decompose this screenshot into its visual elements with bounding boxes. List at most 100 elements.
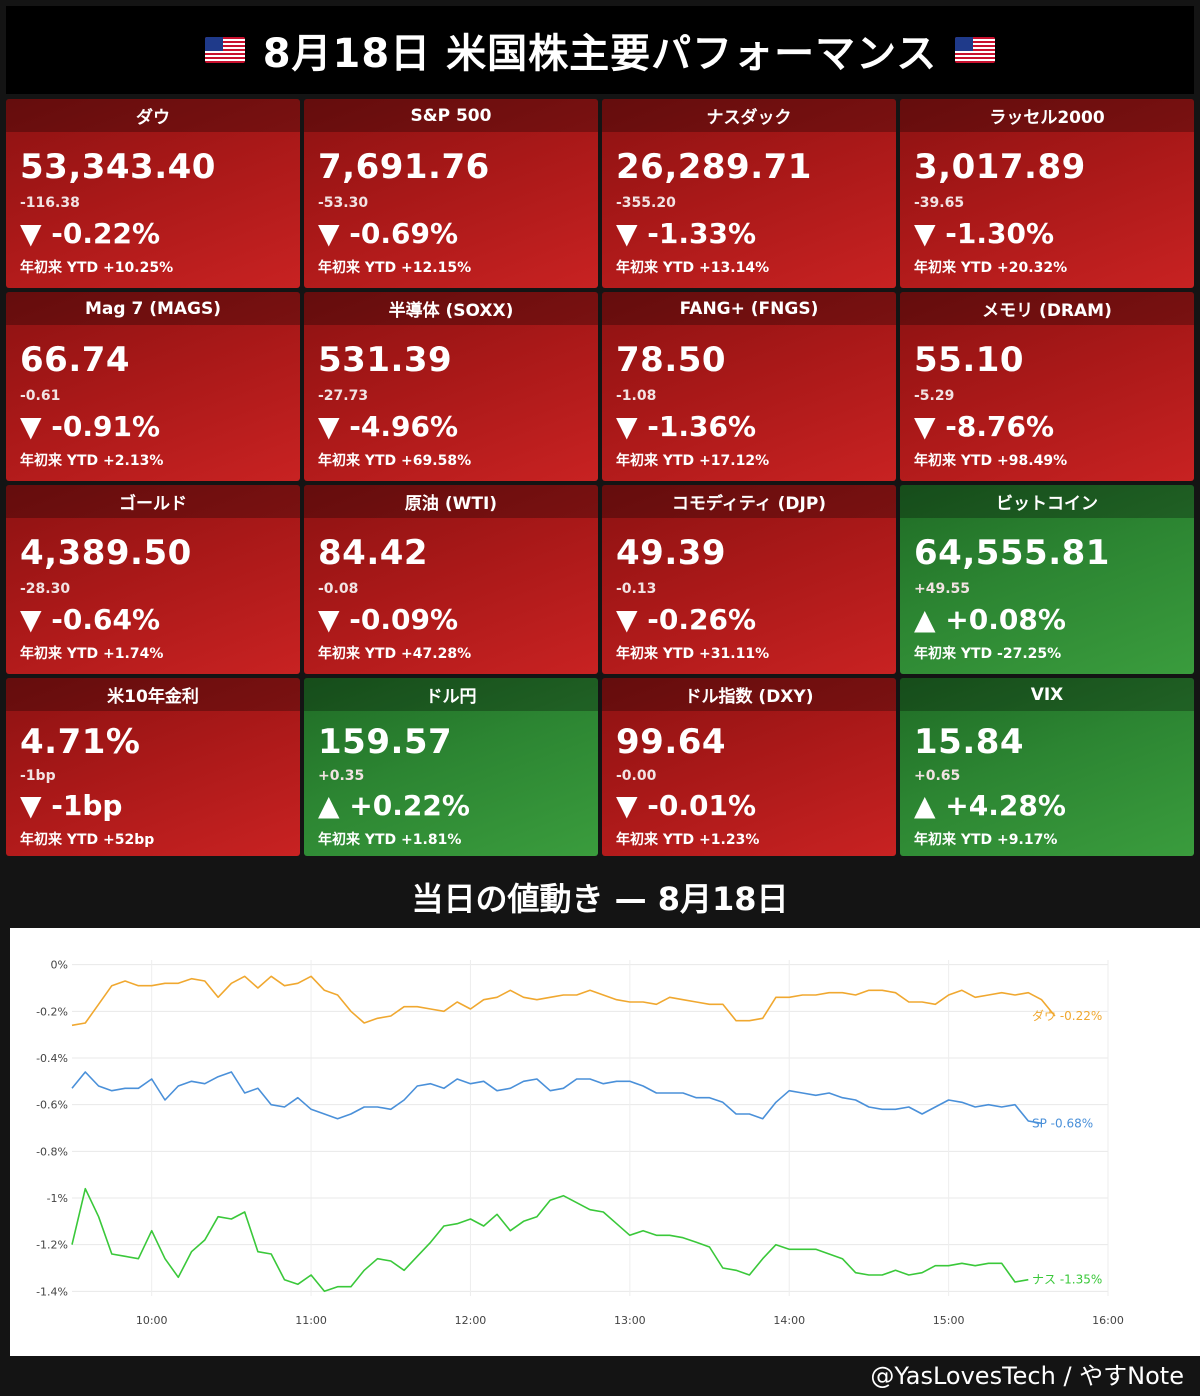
y-tick-label: -1.2% xyxy=(36,1239,68,1252)
card-ytd: 年初来 YTD +17.12% xyxy=(616,453,770,469)
y-tick-label: -0.8% xyxy=(36,1145,68,1158)
card-ytd: 年初来 YTD -27.25% xyxy=(914,646,1062,662)
card-percent: ▼ -0.22% xyxy=(20,217,161,250)
card-name: ビットコイン xyxy=(900,485,1194,518)
card-name: 米10年金利 xyxy=(6,678,300,711)
intraday-line-chart: 0% -0.2% -0.4% -0.6% -0.8% -1% -1.2% -1.4% 10:00… xyxy=(36,959,1124,1327)
card-value: 49.39 xyxy=(616,533,727,573)
card-percent: ▼ -8.76% xyxy=(914,410,1055,443)
index-card: ドル指数 (DXY) 99.64 -0.00 ▼ -0.01% 年初来 YTD +1.2… xyxy=(602,678,896,856)
card-value: 3,017.89 xyxy=(914,147,1086,187)
card-change: -39.65 xyxy=(914,195,965,211)
card-value: 53,343.40 xyxy=(20,147,216,187)
card-name: ラッセル2000 xyxy=(900,99,1194,132)
card-ytd: 年初来 YTD +9.17% xyxy=(914,832,1058,848)
index-card: ラッセル2000 3,017.89 -39.65 ▼ -1.30% 年初来 YTD +2… xyxy=(900,99,1194,288)
card-name: ゴールド xyxy=(6,485,300,518)
card-percent: ▼ -1.33% xyxy=(616,217,757,250)
index-card: VIX 15.84 +0.65 ▲ +4.28% 年初来 YTD +9.17% xyxy=(900,678,1194,856)
card-name: Mag 7 (MAGS) xyxy=(6,292,300,325)
card-change: +0.35 xyxy=(318,768,365,784)
index-card: FANG+ (FNGS) 78.50 -1.08 ▼ -1.36% 年初来 YTD +1… xyxy=(602,292,896,481)
card-ytd: 年初来 YTD +20.32% xyxy=(914,260,1068,276)
card-percent: ▼ -1bp xyxy=(20,789,123,822)
card-name: FANG+ (FNGS) xyxy=(602,292,896,325)
card-change: +0.65 xyxy=(914,768,961,784)
card-change: -53.30 xyxy=(318,195,369,211)
x-tick-label: 11:00 xyxy=(295,1314,327,1327)
card-percent: ▼ -1.36% xyxy=(616,410,757,443)
index-card: Mag 7 (MAGS) 66.74 -0.61 ▼ -0.91% 年初来 YTD +2… xyxy=(6,292,300,481)
card-percent: ▼ -0.09% xyxy=(318,603,459,636)
x-tick-label: 14:00 xyxy=(773,1314,805,1327)
card-name: メモリ (DRAM) xyxy=(900,292,1194,325)
chart-title: 当日の値動き — 8月18日 xyxy=(411,880,789,918)
index-card: 半導体 (SOXX) 531.39 -27.73 ▼ -4.96% 年初来 YTD +6… xyxy=(304,292,598,481)
card-percent: ▼ -0.64% xyxy=(20,603,161,636)
us-flag-icon xyxy=(955,37,996,63)
index-card: ゴールド 4,389.50 -28.30 ▼ -0.64% 年初来 YTD +1.74% xyxy=(6,485,300,674)
card-value: 99.64 xyxy=(616,722,727,762)
card-percent: ▲ +0.22% xyxy=(318,789,470,822)
card-ytd: 年初来 YTD +31.11% xyxy=(616,646,770,662)
card-value: 84.42 xyxy=(318,533,429,573)
index-card: コモディティ (DJP) 49.39 -0.13 ▼ -0.26% 年初来 YTD +3… xyxy=(602,485,896,674)
card-ytd: 年初来 YTD +1.23% xyxy=(616,832,760,848)
card-change: -0.00 xyxy=(616,768,657,784)
card-percent: ▲ +4.28% xyxy=(914,789,1066,822)
card-ytd: 年初来 YTD +10.25% xyxy=(20,260,174,276)
index-card: S&P 500 7,691.76 -53.30 ▼ -0.69% 年初来 YTD +12… xyxy=(304,99,598,288)
card-change: -28.30 xyxy=(20,581,71,597)
card-name: 半導体 (SOXX) xyxy=(304,292,598,325)
index-card: ダウ 53,343.40 -116.38 ▼ -0.22% 年初来 YTD +10.25… xyxy=(6,99,300,288)
card-value: 531.39 xyxy=(318,340,453,380)
index-card: メモリ (DRAM) 55.10 -5.29 ▼ -8.76% 年初来 YTD +98.… xyxy=(900,292,1194,481)
card-name: VIX xyxy=(900,678,1194,711)
card-change: +49.55 xyxy=(914,581,971,597)
card-percent: ▲ +0.08% xyxy=(914,603,1066,636)
card-ytd: 年初来 YTD +12.15% xyxy=(318,260,472,276)
y-tick-label: -1.4% xyxy=(36,1285,68,1298)
card-name: ナスダック xyxy=(602,99,896,132)
card-ytd: 年初来 YTD +69.58% xyxy=(318,453,472,469)
card-change: -1bp xyxy=(20,768,56,784)
card-value: 15.84 xyxy=(914,722,1025,762)
index-card: 米10年金利 4.71% -1bp ▼ -1bp 年初来 YTD +52bp xyxy=(6,678,300,856)
series-end-label: ナス -1.35% xyxy=(1032,1273,1102,1287)
series-line-0 xyxy=(71,975,1056,1027)
series-line-2 xyxy=(71,1187,1029,1293)
index-card: ビットコイン 64,555.81 +49.55 ▲ +0.08% 年初来 YTD -27… xyxy=(900,485,1194,674)
card-change: -5.29 xyxy=(914,388,955,404)
index-card: ナスダック 26,289.71 -355.20 ▼ -1.33% 年初来 YTD +13… xyxy=(602,99,896,288)
card-name: ダウ xyxy=(6,99,300,132)
x-tick-label: 10:00 xyxy=(136,1314,168,1327)
card-value: 159.57 xyxy=(318,722,453,762)
footer-credit: @YasLovesTech / やすNote xyxy=(870,1362,1184,1390)
card-change: -27.73 xyxy=(318,388,369,404)
card-value: 4.71% xyxy=(20,722,141,762)
card-ytd: 年初来 YTD +47.28% xyxy=(318,646,472,662)
card-percent: ▼ -0.91% xyxy=(20,410,161,443)
card-change: -0.08 xyxy=(318,581,359,597)
card-change: -355.20 xyxy=(616,195,676,211)
x-tick-label: 13:00 xyxy=(614,1314,646,1327)
series-end-label: ダウ -0.22% xyxy=(1032,1008,1102,1023)
card-percent: ▼ -0.01% xyxy=(616,789,757,822)
x-tick-label: 15:00 xyxy=(933,1314,965,1327)
x-tick-label: 16:00 xyxy=(1092,1314,1124,1327)
card-value: 64,555.81 xyxy=(914,533,1110,573)
card-change: -1.08 xyxy=(616,388,657,404)
card-name: ドル指数 (DXY) xyxy=(602,678,896,711)
index-card: ドル円 159.57 +0.35 ▲ +0.22% 年初来 YTD +1.81% xyxy=(304,678,598,856)
performance-grid: ダウ 53,343.40 -116.38 ▼ -0.22% 年初来 YTD +10.25… xyxy=(6,99,1194,856)
card-change: -0.61 xyxy=(20,388,61,404)
card-name: S&P 500 xyxy=(304,99,598,132)
card-ytd: 年初来 YTD +2.13% xyxy=(20,453,164,469)
page-title: 8月18日 米国株主要パフォーマンス xyxy=(262,31,938,77)
card-ytd: 年初来 YTD +52bp xyxy=(20,832,155,848)
series-end-label: SP -0.68% xyxy=(1032,1116,1093,1130)
card-ytd: 年初来 YTD +1.74% xyxy=(20,646,164,662)
y-tick-label: -1% xyxy=(47,1192,68,1205)
card-value: 66.74 xyxy=(20,340,131,380)
card-name: 原油 (WTI) xyxy=(304,485,598,518)
